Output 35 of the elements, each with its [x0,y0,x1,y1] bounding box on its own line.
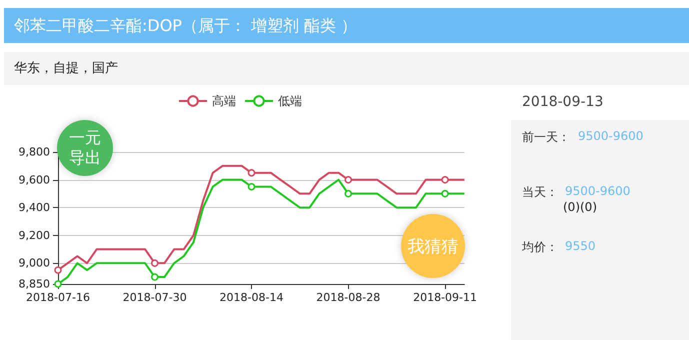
point [248,182,256,190]
text: (0)(0) [563,200,597,214]
text: 2018-09-13 [522,94,604,110]
x-tick-label: 2018-07-30 [122,291,187,304]
y-tick-label: 9,200 [18,228,50,242]
guess-button: 我猜猜 [401,214,465,278]
point [441,176,449,184]
x-tick-label: 2018-08-14 [220,291,284,304]
text: 9500-9600 [565,184,630,198]
point [54,266,62,274]
point [441,190,449,198]
legend-label: 高端 [212,94,236,108]
x-tick-label: 2018-09-11 [413,291,478,304]
y-tick-label: 8,850 [18,278,50,290]
chart-title: 邻苯二甲酸二辛酯:DOP（属于： 增塑剂 酯类 ） [4,8,689,43]
text: 均价： [522,239,558,256]
point [248,169,256,177]
point [344,190,352,198]
annotation: 一元导出 [68,128,102,168]
legend-label: 低端 [278,94,302,108]
y-tick-label: 9,600 [18,173,50,186]
y-tick-label: 9,000 [18,256,50,270]
text: 当天： [522,184,558,201]
text: 9500-9600 [578,129,644,143]
point [344,176,352,184]
point [151,259,159,267]
x-tick-label: 2018-07-16 [26,291,90,304]
point [151,273,159,281]
y-tick-label: 9,800 [18,146,50,158]
y-tick-label: 9,400 [18,201,50,214]
chart-subtitle: 华东，自提，国产 [4,52,689,85]
text: 9550 [565,239,596,253]
text: 前一天： [522,129,570,146]
x-tick-label: 2018-08-28 [316,291,380,304]
export-button: 一元导出 [57,120,113,176]
